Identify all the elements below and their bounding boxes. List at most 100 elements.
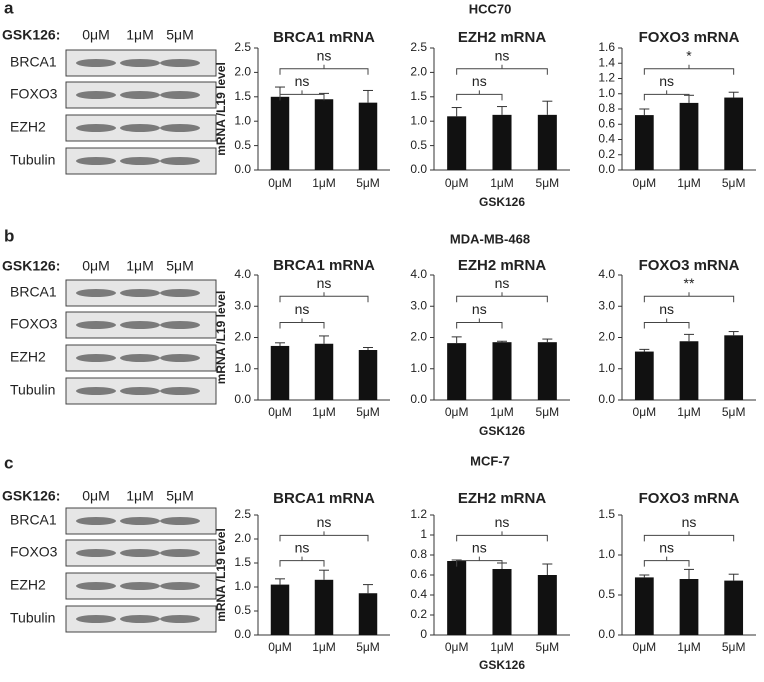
cell-line-title: MDA-MB-468 xyxy=(450,231,530,246)
y-tick-label: 0.6 xyxy=(410,567,427,581)
chart-title: BRCA1 mRNA xyxy=(273,29,375,46)
x-tick-label: 0μM xyxy=(268,640,292,654)
x-tick-label: 1μM xyxy=(312,640,336,654)
x-tick-label: 5μM xyxy=(356,176,380,190)
x-axis-label: GSK126 xyxy=(479,658,525,672)
y-tick-label: 2.0 xyxy=(234,531,251,545)
y-tick-label: 1.0 xyxy=(410,113,427,127)
y-tick-label: 2.5 xyxy=(234,40,251,54)
blot-label: Tubulin xyxy=(10,382,55,398)
y-tick-label: 0.5 xyxy=(234,603,251,617)
lane-label: 0μM xyxy=(82,27,110,43)
y-axis-label: mRNA /L19 level xyxy=(214,62,228,156)
y-tick-label: 0.0 xyxy=(598,627,615,641)
blot-band xyxy=(120,549,160,557)
x-tick-label: 1μM xyxy=(677,176,701,190)
significance-bracket xyxy=(279,64,369,75)
chart-title: EZH2 mRNA xyxy=(458,490,547,507)
y-tick-label: 2.0 xyxy=(598,330,615,344)
x-tick-label: 1μM xyxy=(490,176,514,190)
bar xyxy=(537,114,557,170)
significance-label: ** xyxy=(684,275,695,291)
blot-band xyxy=(120,387,160,395)
x-tick-label: 1μM xyxy=(490,405,514,419)
bar xyxy=(358,593,378,635)
blot-band xyxy=(160,59,200,67)
x-tick-label: 5μM xyxy=(356,405,380,419)
x-tick-label: 5μM xyxy=(536,640,560,654)
blot-band xyxy=(76,517,116,525)
y-tick-label: 0.5 xyxy=(234,138,251,152)
blot-band xyxy=(76,387,116,395)
significance-label: * xyxy=(686,47,692,63)
y-tick-label: 0.0 xyxy=(410,162,427,176)
y-tick-label: 0.2 xyxy=(410,607,427,621)
blot-band xyxy=(76,124,116,132)
significance-bracket xyxy=(643,556,690,567)
significance-label: ns xyxy=(659,539,674,555)
significance-label: ns xyxy=(472,301,487,317)
x-tick-label: 1μM xyxy=(312,176,336,190)
cell-line-title: HCC70 xyxy=(469,1,512,16)
blot-label: FOXO3 xyxy=(10,86,58,102)
y-tick-label: 3.0 xyxy=(234,298,251,312)
y-tick-label: 0.0 xyxy=(234,627,251,641)
blot-band xyxy=(76,354,116,362)
y-tick-label: 1.5 xyxy=(410,89,427,103)
blot-band xyxy=(160,517,200,525)
blot-band xyxy=(76,582,116,590)
significance-label: ns xyxy=(295,539,310,555)
blot-band xyxy=(120,59,160,67)
blot-band xyxy=(76,549,116,557)
significance-label: ns xyxy=(317,47,332,63)
significance-label: ns xyxy=(495,275,510,291)
bar xyxy=(358,102,378,170)
x-tick-label: 5μM xyxy=(536,176,560,190)
blot-band xyxy=(120,91,160,99)
blot-band xyxy=(160,549,200,557)
significance-label: ns xyxy=(659,301,674,317)
significance-label: ns xyxy=(317,275,332,291)
blot-band xyxy=(76,321,116,329)
significance-label: ns xyxy=(495,47,510,63)
y-tick-label: 1.0 xyxy=(598,547,615,561)
x-tick-label: 1μM xyxy=(677,405,701,419)
blot-label: EZH2 xyxy=(10,577,46,593)
blot-label: BRCA1 xyxy=(10,284,57,300)
significance-label: ns xyxy=(472,539,487,555)
y-tick-label: 1.4 xyxy=(598,55,615,69)
significance-bracket xyxy=(456,64,548,75)
bar xyxy=(537,342,557,400)
blot-band xyxy=(160,354,200,362)
blot-band xyxy=(76,59,116,67)
x-tick-label: 0μM xyxy=(633,640,657,654)
lane-label: 1μM xyxy=(126,488,154,504)
bar xyxy=(314,579,334,635)
bar xyxy=(724,580,744,635)
blot-label: FOXO3 xyxy=(10,544,58,560)
significance-bracket xyxy=(643,318,690,329)
x-axis-label: GSK126 xyxy=(479,424,525,438)
significance-bracket xyxy=(643,90,690,101)
panel-letter: b xyxy=(4,226,14,245)
lane-label: 1μM xyxy=(126,258,154,274)
y-tick-label: 4.0 xyxy=(410,267,427,281)
significance-label: ns xyxy=(295,73,310,89)
treatment-label: GSK126: xyxy=(2,27,60,43)
y-tick-label: 0.5 xyxy=(598,587,615,601)
bar xyxy=(537,575,557,635)
blot-label: EZH2 xyxy=(10,349,46,365)
y-tick-label: 2.0 xyxy=(234,65,251,79)
chart-title: FOXO3 mRNA xyxy=(639,29,740,46)
lane-label: 5μM xyxy=(166,488,194,504)
blot-band xyxy=(120,321,160,329)
blot-label: EZH2 xyxy=(10,119,46,135)
x-tick-label: 5μM xyxy=(722,405,746,419)
y-tick-label: 0.0 xyxy=(234,162,251,176)
treatment-label: GSK126: xyxy=(2,258,60,274)
lane-label: 0μM xyxy=(82,488,110,504)
y-tick-label: 2.0 xyxy=(234,330,251,344)
blot-band xyxy=(160,124,200,132)
